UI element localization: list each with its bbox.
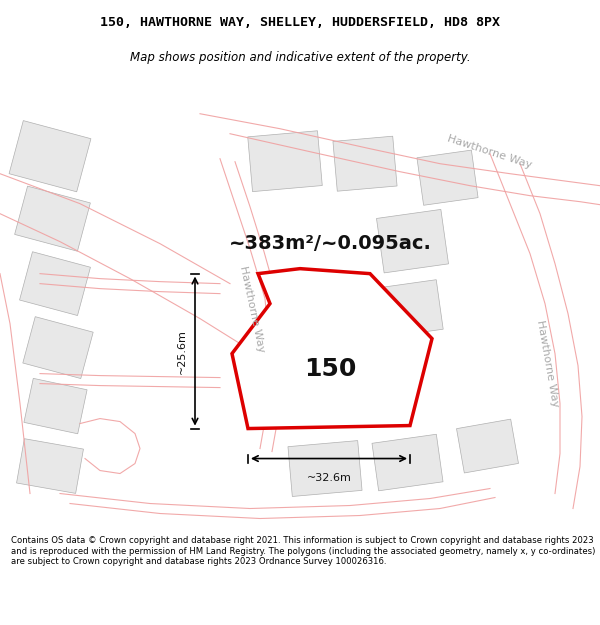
Text: Hawthorne Way: Hawthorne Way — [446, 133, 533, 170]
Bar — [24, 378, 87, 434]
Bar — [288, 441, 362, 496]
Text: 150: 150 — [304, 357, 356, 381]
Bar — [9, 121, 91, 192]
Bar — [457, 419, 518, 473]
Bar — [20, 252, 91, 316]
Text: Hawthorne Way: Hawthorne Way — [535, 319, 560, 408]
Bar — [377, 280, 443, 338]
Bar — [376, 209, 449, 273]
Text: ~25.6m: ~25.6m — [177, 329, 187, 374]
Text: 150, HAWTHORNE WAY, SHELLEY, HUDDERSFIELD, HD8 8PX: 150, HAWTHORNE WAY, SHELLEY, HUDDERSFIEL… — [100, 16, 500, 29]
Bar — [333, 136, 397, 191]
Polygon shape — [232, 269, 432, 429]
Text: Contains OS data © Crown copyright and database right 2021. This information is : Contains OS data © Crown copyright and d… — [11, 536, 595, 566]
Bar — [248, 131, 322, 192]
Text: Hawthorne Way: Hawthorne Way — [238, 264, 266, 353]
Text: Map shows position and indicative extent of the property.: Map shows position and indicative extent… — [130, 51, 470, 64]
Bar — [14, 186, 91, 251]
Text: ~383m²/~0.095ac.: ~383m²/~0.095ac. — [229, 234, 431, 253]
Bar — [372, 434, 443, 491]
Bar — [17, 439, 83, 493]
Text: ~32.6m: ~32.6m — [307, 472, 352, 482]
Bar — [23, 317, 93, 379]
Bar — [417, 150, 478, 205]
